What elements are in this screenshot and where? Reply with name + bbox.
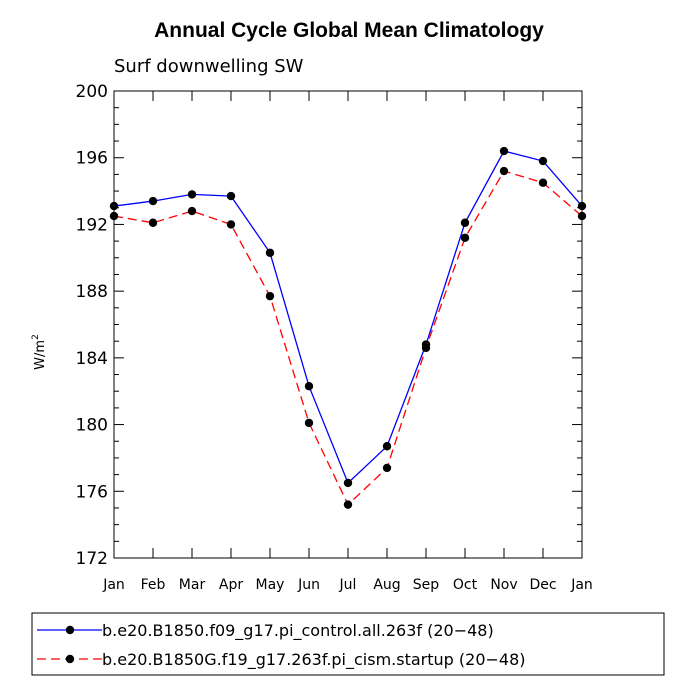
data-point (343, 500, 353, 509)
data-point (382, 463, 392, 473)
series-1 (109, 146, 587, 488)
data-point (109, 201, 119, 211)
x-tick-label: Jun (297, 577, 320, 593)
data-point (382, 442, 392, 451)
x-tick-label: Jan (570, 577, 593, 593)
x-tick-label: Mar (179, 577, 206, 593)
data-point (304, 382, 314, 391)
x-tick-label: Sep (413, 577, 440, 593)
data-point (499, 146, 509, 156)
x-axis: Jan Feb Mar Apr May Jun Jul Aug Sep Oct Nov Dec Jan (102, 91, 593, 593)
legend-marker (65, 654, 75, 664)
y-tick-label: 192 (76, 215, 108, 235)
y-tick-label: 180 (76, 416, 108, 436)
y-tick-label: 188 (76, 282, 108, 302)
y-tick-label: 184 (76, 349, 108, 369)
data-point (421, 343, 431, 353)
data-point (343, 478, 353, 488)
series-line (113, 150, 583, 485)
data-point (499, 166, 509, 176)
x-tick-label: Jul (339, 577, 357, 593)
data-point (460, 218, 470, 227)
data-point (538, 156, 548, 166)
data-point (226, 220, 236, 229)
chart-title: Annual Cycle Global Mean Climatology (154, 19, 544, 42)
legend-label: b.e20.B1850G.f19_g17.263f.pi_cism.startu… (102, 650, 526, 670)
x-tick-label: Feb (141, 577, 166, 593)
x-tick-label: Aug (373, 577, 400, 593)
data-point (460, 233, 470, 242)
data-point (577, 211, 587, 221)
data-point (148, 218, 158, 227)
y-tick-label: 196 (76, 149, 108, 169)
data-point (109, 211, 119, 221)
data-point (538, 178, 548, 187)
data-point (148, 196, 158, 206)
x-tick-label: May (256, 577, 285, 593)
x-tick-label: Apr (219, 577, 243, 593)
x-tick-label: Oct (453, 577, 478, 593)
data-point (265, 291, 275, 301)
y-tick-label: 176 (76, 482, 108, 502)
plot-frame (113, 90, 583, 559)
plot-border (113, 90, 583, 559)
data-point (226, 191, 236, 201)
chart-subtitle: Surf downwelling SW (114, 56, 304, 77)
legend-item-2: b.e20.B1850G.f19_g17.263f.pi_cism.startu… (37, 650, 526, 670)
series-layer (109, 146, 587, 509)
x-tick-label: Dec (529, 577, 556, 593)
x-tick-label: Jan (102, 577, 125, 593)
series-2 (109, 166, 587, 509)
legend: b.e20.B1850.f09_g17.pi_control.all.263f … (31, 612, 665, 676)
data-point (577, 201, 587, 211)
x-tick-label: Nov (490, 577, 517, 593)
y-tick-label: 200 (76, 82, 108, 102)
legend-label: b.e20.B1850.f09_g17.pi_control.all.263f … (102, 621, 494, 641)
y-axis: 172 176 180 184 188 192 196 200 (76, 82, 582, 569)
data-point (187, 206, 197, 216)
y-axis-label: W/m2 (31, 334, 48, 370)
legend-marker (65, 625, 75, 635)
data-point (265, 248, 275, 257)
legend-box (31, 612, 665, 676)
data-point (304, 418, 314, 428)
y-tick-label: 172 (76, 549, 108, 569)
series-line (113, 170, 583, 506)
data-point (187, 190, 197, 199)
legend-item-1: b.e20.B1850.f09_g17.pi_control.all.263f … (37, 621, 494, 641)
